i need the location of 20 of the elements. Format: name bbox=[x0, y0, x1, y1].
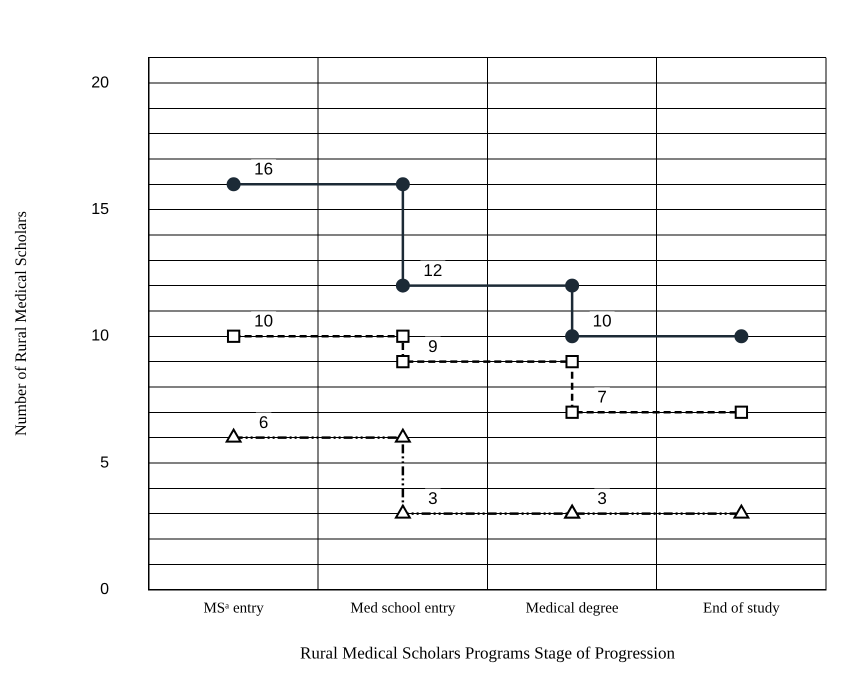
data-label: 10 bbox=[592, 311, 612, 330]
data-label: 10 bbox=[254, 311, 274, 330]
x-tick-label: MSᵃ entry bbox=[203, 600, 264, 617]
data-label: 16 bbox=[254, 159, 274, 178]
x-tick-label: Medical degree bbox=[526, 600, 619, 617]
x-tick-label: End of study bbox=[703, 600, 780, 617]
y-tick-label: 5 bbox=[100, 454, 110, 472]
y-tick-label: 15 bbox=[91, 201, 110, 218]
y-tick-label: 20 bbox=[91, 74, 110, 92]
x-tick-label: Med school entry bbox=[350, 600, 456, 617]
y-tick-label: 10 bbox=[91, 328, 110, 345]
data-label: 3 bbox=[428, 488, 438, 508]
data-label: 7 bbox=[597, 387, 607, 406]
data-label: 9 bbox=[428, 336, 438, 356]
data-label: 6 bbox=[258, 412, 268, 432]
x-axis-title: Rural Medical Scholars Programs Stage of Progression bbox=[300, 643, 676, 662]
y-tick-label: 0 bbox=[100, 581, 110, 598]
data-label: 3 bbox=[597, 488, 607, 508]
data-label: 12 bbox=[423, 260, 442, 280]
y-axis-title: Number of Rural Medical Scholars bbox=[12, 211, 30, 436]
